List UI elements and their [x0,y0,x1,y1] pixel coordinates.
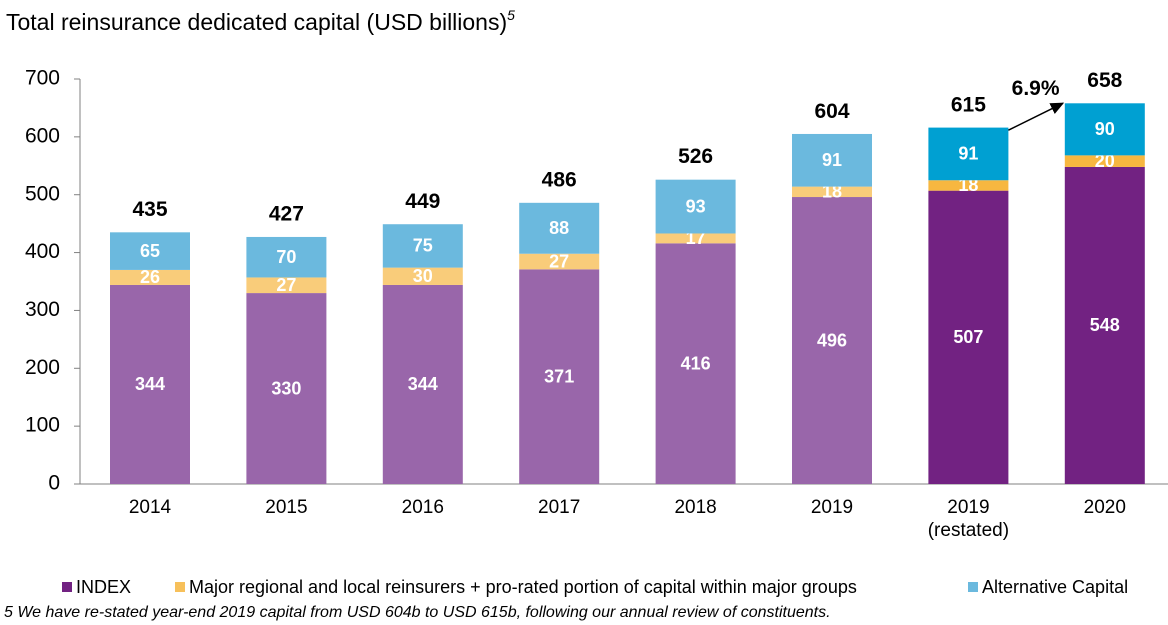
bar-segment [246,236,327,278]
total-label: 449 [405,190,440,213]
bar-segment [655,233,736,244]
value-label: 27 [549,251,569,271]
total-label: 615 [951,94,986,117]
bar-segment [792,186,872,198]
bar-segment [519,253,600,270]
legend-swatch [968,582,978,592]
total-label: 486 [542,168,577,191]
annotation-arrow [1008,102,1065,131]
value-label: 91 [822,150,842,170]
value-label: 371 [544,366,574,386]
value-label: 65 [140,241,160,261]
title-note: 5 [507,7,515,23]
total-label: 526 [678,145,713,168]
total-label: 435 [132,198,167,221]
y-tick-label: 500 [25,182,60,205]
bar-segment [1064,103,1145,156]
value-label: 93 [686,196,706,216]
value-label: 75 [413,236,433,256]
x-tick-label: 2017 [538,497,581,518]
bar-segment [1064,166,1145,484]
bar-segment [928,180,1009,191]
y-tick-label: 200 [25,356,60,379]
value-label: 30 [413,266,433,286]
bar-segment [382,224,463,268]
x-tick-label: 2015 [265,497,308,518]
bar-segment [246,293,327,484]
bar-segment [110,269,190,285]
chart-title: Total reinsurance dedicated capital (USD… [6,7,515,35]
value-label: 20 [1095,151,1115,171]
value-label: 507 [953,327,983,347]
total-label: 604 [814,100,849,123]
x-tick-label: 2018 [674,497,717,518]
value-label: 416 [681,353,711,373]
bar-segment [928,190,1009,484]
x-tick-label: 2014 [128,497,172,518]
x-tick-label: 2019 [810,497,854,518]
total-label: 658 [1087,69,1122,92]
value-label: 70 [276,247,296,267]
value-label: 330 [271,378,301,398]
bar-segment [519,269,600,484]
legend-label: INDEX [76,577,131,597]
value-label: 496 [817,330,847,350]
bar-segment [110,284,190,484]
x-tick-label: 2019 (restated) [927,497,1010,541]
y-tick-label: 700 [25,67,60,90]
y-tick-label: 100 [25,414,60,437]
value-label: 344 [408,374,438,394]
title-text: Total reinsurance dedicated capital (USD… [6,9,507,35]
bar-segment [519,202,600,254]
legend-label: Alternative Capital [982,577,1128,597]
bar-segment [382,267,463,285]
legend-swatch [175,582,185,592]
value-label: 88 [549,218,569,238]
value-label: 27 [276,275,296,295]
footnote: 5 We have re-stated year-end 2019 capita… [4,604,831,621]
value-label: 344 [135,374,165,394]
value-label: 26 [140,267,160,287]
annotation: 6.9% [1012,77,1060,100]
y-tick-label: 0 [48,472,60,495]
y-tick-label: 400 [25,240,60,263]
bar-segment [655,243,736,484]
bar-segment [110,232,190,270]
bar-segment [655,179,736,234]
bar-segment [382,284,463,484]
bar-segment [928,127,1009,181]
value-label: 90 [1095,119,1115,139]
bar-segment [792,133,872,187]
y-tick-label: 600 [25,124,60,147]
bar-segment [1064,155,1145,167]
bar-segment [246,277,327,294]
x-tick-label: 2020 [1083,497,1126,518]
x-tick-label: 2016 [401,497,444,518]
legend-label: Major regional and local reinsurers + pr… [189,577,857,597]
y-tick-label: 300 [25,298,60,321]
total-label: 427 [269,202,304,225]
legend-swatch [62,582,72,592]
value-label: 91 [958,144,978,164]
value-label: 548 [1090,315,1120,335]
bar-segment [792,197,872,484]
